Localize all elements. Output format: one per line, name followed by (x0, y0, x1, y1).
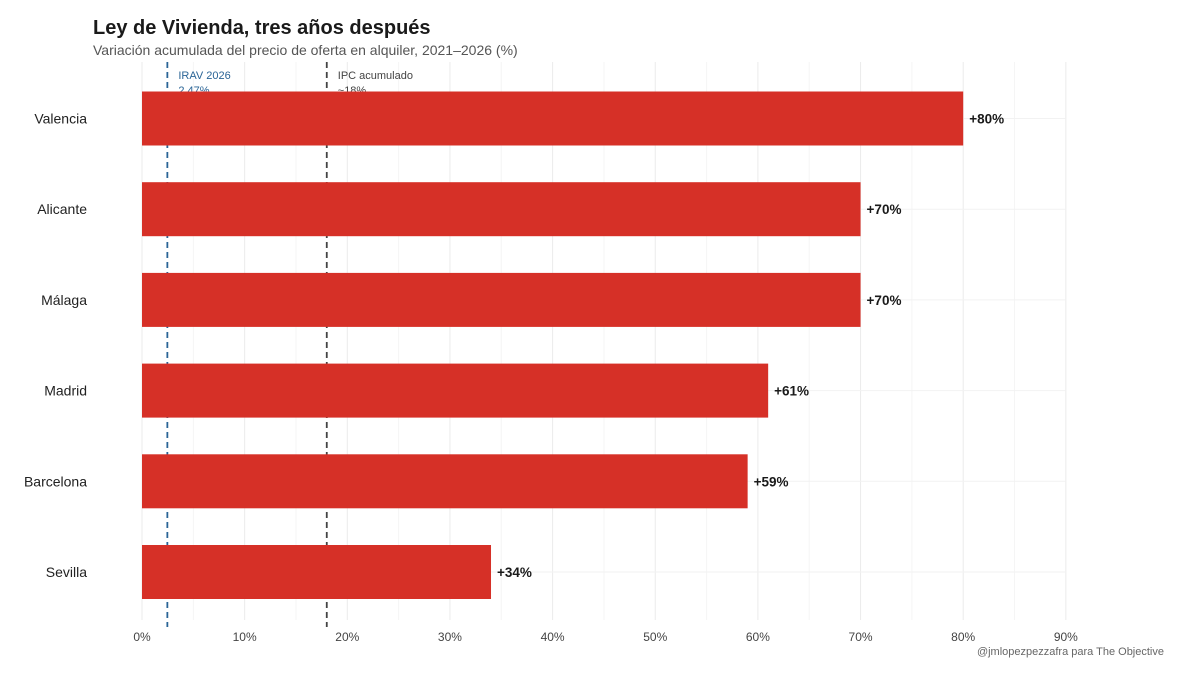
category-label: Málaga (41, 292, 87, 308)
category-label: Sevilla (46, 564, 87, 580)
value-label: +61% (774, 384, 809, 399)
category-label: Valencia (34, 111, 87, 127)
category-label: Madrid (44, 383, 87, 399)
chart-caption: @jmlopezpezzafra para The Objective (976, 646, 1164, 658)
reference-label: IRAV 2026 (178, 70, 230, 82)
value-label: +70% (867, 202, 902, 217)
bar-alicante (142, 182, 861, 237)
bar-valencia (142, 91, 964, 146)
x-tick-label: 60% (746, 630, 770, 644)
value-label: +59% (754, 474, 789, 489)
x-tick-label: 0% (133, 630, 151, 644)
x-tick-label: 70% (849, 630, 873, 644)
category-label: Barcelona (24, 473, 87, 489)
chart-subtitle: Variación acumulada del precio de oferta… (93, 42, 518, 58)
bars (142, 91, 964, 599)
grid-lines (141, 62, 1067, 620)
bar-sevilla (142, 545, 492, 599)
x-tick-label: 30% (438, 630, 462, 644)
x-tick-label: 20% (335, 630, 359, 644)
x-tick-label: 80% (951, 630, 975, 644)
value-label: +70% (867, 293, 902, 308)
value-label: +80% (969, 112, 1004, 127)
bar-barcelona (142, 454, 748, 509)
x-tick-label: 50% (643, 630, 667, 644)
x-tick-label: 10% (233, 630, 257, 644)
chart-title: Ley de Vivienda, tres años después (93, 17, 431, 39)
category-label: Alicante (37, 201, 87, 217)
x-tick-label: 40% (541, 630, 565, 644)
labels: Valencia +80% Alicante +70% Málaga +70% Madrid… (24, 111, 1078, 645)
x-tick-label: 90% (1054, 630, 1078, 644)
reference-label: IPC acumulado (338, 70, 413, 82)
value-label: +34% (497, 565, 532, 580)
bar-madrid (142, 363, 769, 418)
bar-málaga (142, 272, 861, 327)
